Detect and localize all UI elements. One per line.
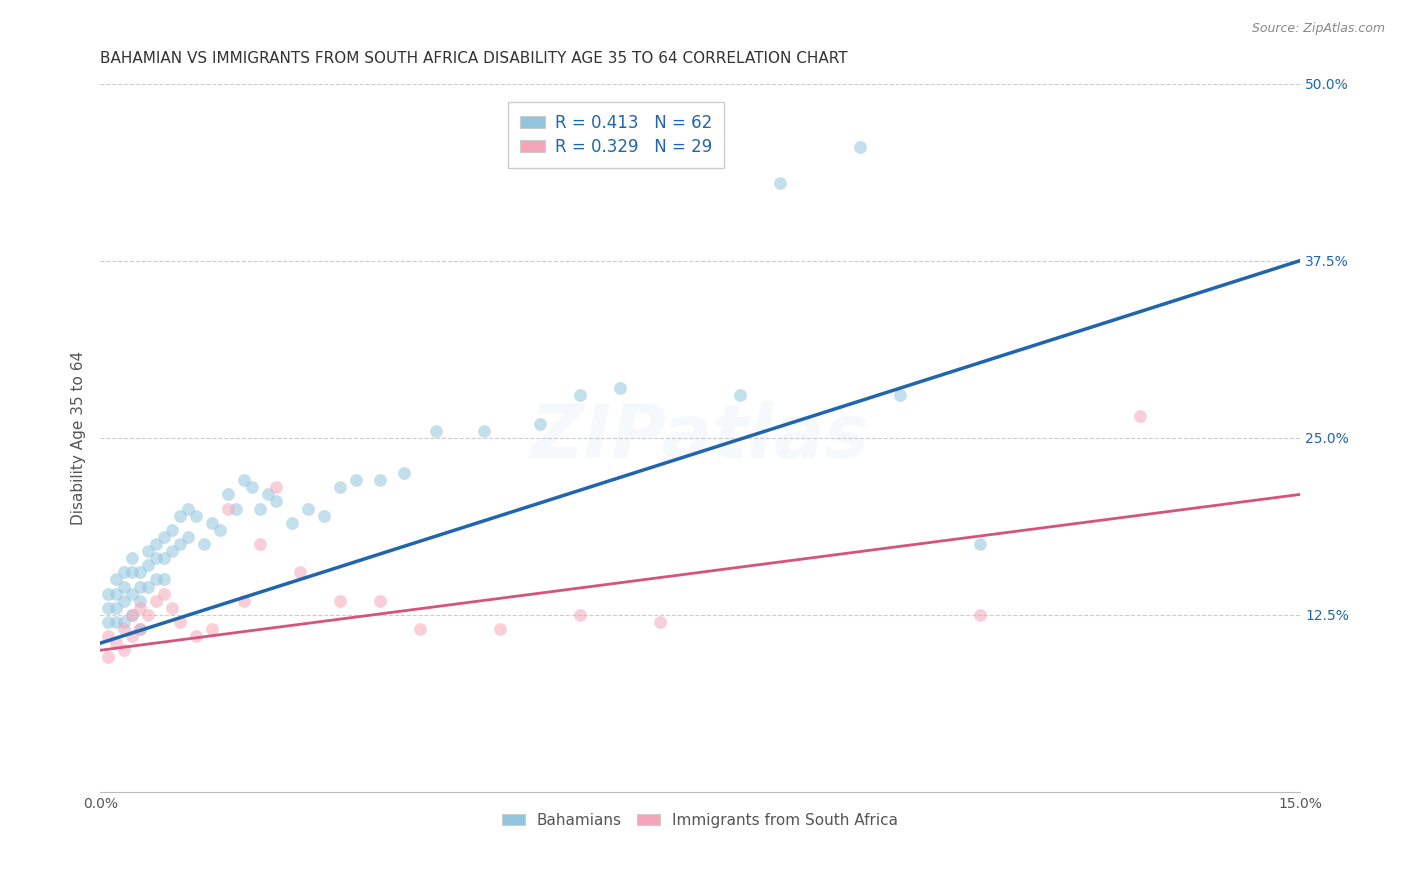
- Point: [609, 381, 631, 395]
- Point: [112, 615, 135, 629]
- Text: Source: ZipAtlas.com: Source: ZipAtlas.com: [1251, 22, 1385, 36]
- Point: [105, 615, 128, 629]
- Point: [264, 494, 287, 508]
- Point: [136, 544, 159, 558]
- Y-axis label: Disability Age 35 to 64: Disability Age 35 to 64: [72, 351, 86, 524]
- Point: [233, 593, 256, 607]
- Point: [153, 530, 176, 544]
- Point: [97, 615, 120, 629]
- Point: [136, 607, 159, 622]
- Point: [249, 537, 271, 551]
- Point: [121, 566, 143, 580]
- Point: [849, 140, 872, 154]
- Point: [489, 622, 512, 636]
- Point: [193, 537, 215, 551]
- Text: BAHAMIAN VS IMMIGRANTS FROM SOUTH AFRICA DISABILITY AGE 35 TO 64 CORRELATION CHA: BAHAMIAN VS IMMIGRANTS FROM SOUTH AFRICA…: [100, 51, 848, 66]
- Point: [264, 480, 287, 494]
- Point: [240, 480, 263, 494]
- Point: [160, 523, 183, 537]
- Point: [153, 586, 176, 600]
- Point: [112, 643, 135, 657]
- Point: [368, 473, 391, 487]
- Legend: Bahamians, Immigrants from South Africa: Bahamians, Immigrants from South Africa: [496, 806, 904, 834]
- Point: [409, 622, 432, 636]
- Point: [225, 501, 247, 516]
- Point: [145, 537, 167, 551]
- Point: [129, 566, 152, 580]
- Point: [160, 600, 183, 615]
- Point: [217, 487, 239, 501]
- Point: [648, 615, 671, 629]
- Point: [105, 586, 128, 600]
- Point: [728, 388, 751, 402]
- Point: [129, 600, 152, 615]
- Point: [177, 530, 200, 544]
- Point: [169, 537, 191, 551]
- Point: [969, 607, 991, 622]
- Point: [145, 573, 167, 587]
- Point: [160, 544, 183, 558]
- Point: [153, 573, 176, 587]
- Point: [136, 558, 159, 573]
- Point: [281, 516, 304, 530]
- Point: [97, 600, 120, 615]
- Point: [129, 622, 152, 636]
- Point: [112, 580, 135, 594]
- Text: ZIPatlas: ZIPatlas: [530, 401, 870, 475]
- Point: [529, 417, 551, 431]
- Point: [129, 580, 152, 594]
- Point: [129, 622, 152, 636]
- Point: [121, 586, 143, 600]
- Point: [329, 593, 352, 607]
- Point: [969, 537, 991, 551]
- Point: [314, 508, 336, 523]
- Point: [329, 480, 352, 494]
- Point: [129, 593, 152, 607]
- Point: [889, 388, 911, 402]
- Point: [209, 523, 232, 537]
- Point: [233, 473, 256, 487]
- Point: [121, 551, 143, 566]
- Point: [201, 516, 224, 530]
- Point: [392, 466, 415, 480]
- Point: [105, 573, 128, 587]
- Point: [184, 508, 207, 523]
- Point: [769, 176, 792, 190]
- Point: [201, 622, 224, 636]
- Point: [97, 586, 120, 600]
- Point: [297, 501, 319, 516]
- Point: [121, 607, 143, 622]
- Point: [368, 593, 391, 607]
- Point: [97, 650, 120, 665]
- Point: [569, 388, 592, 402]
- Point: [145, 593, 167, 607]
- Point: [288, 566, 311, 580]
- Point: [145, 551, 167, 566]
- Point: [97, 629, 120, 643]
- Point: [344, 473, 367, 487]
- Point: [105, 600, 128, 615]
- Point: [425, 424, 447, 438]
- Point: [121, 607, 143, 622]
- Point: [169, 615, 191, 629]
- Point: [217, 501, 239, 516]
- Point: [136, 580, 159, 594]
- Point: [169, 508, 191, 523]
- Point: [184, 629, 207, 643]
- Point: [121, 629, 143, 643]
- Point: [257, 487, 280, 501]
- Point: [177, 501, 200, 516]
- Point: [569, 607, 592, 622]
- Point: [153, 551, 176, 566]
- Point: [105, 636, 128, 650]
- Point: [112, 566, 135, 580]
- Point: [249, 501, 271, 516]
- Point: [1129, 409, 1152, 424]
- Point: [472, 424, 495, 438]
- Point: [112, 593, 135, 607]
- Point: [112, 622, 135, 636]
